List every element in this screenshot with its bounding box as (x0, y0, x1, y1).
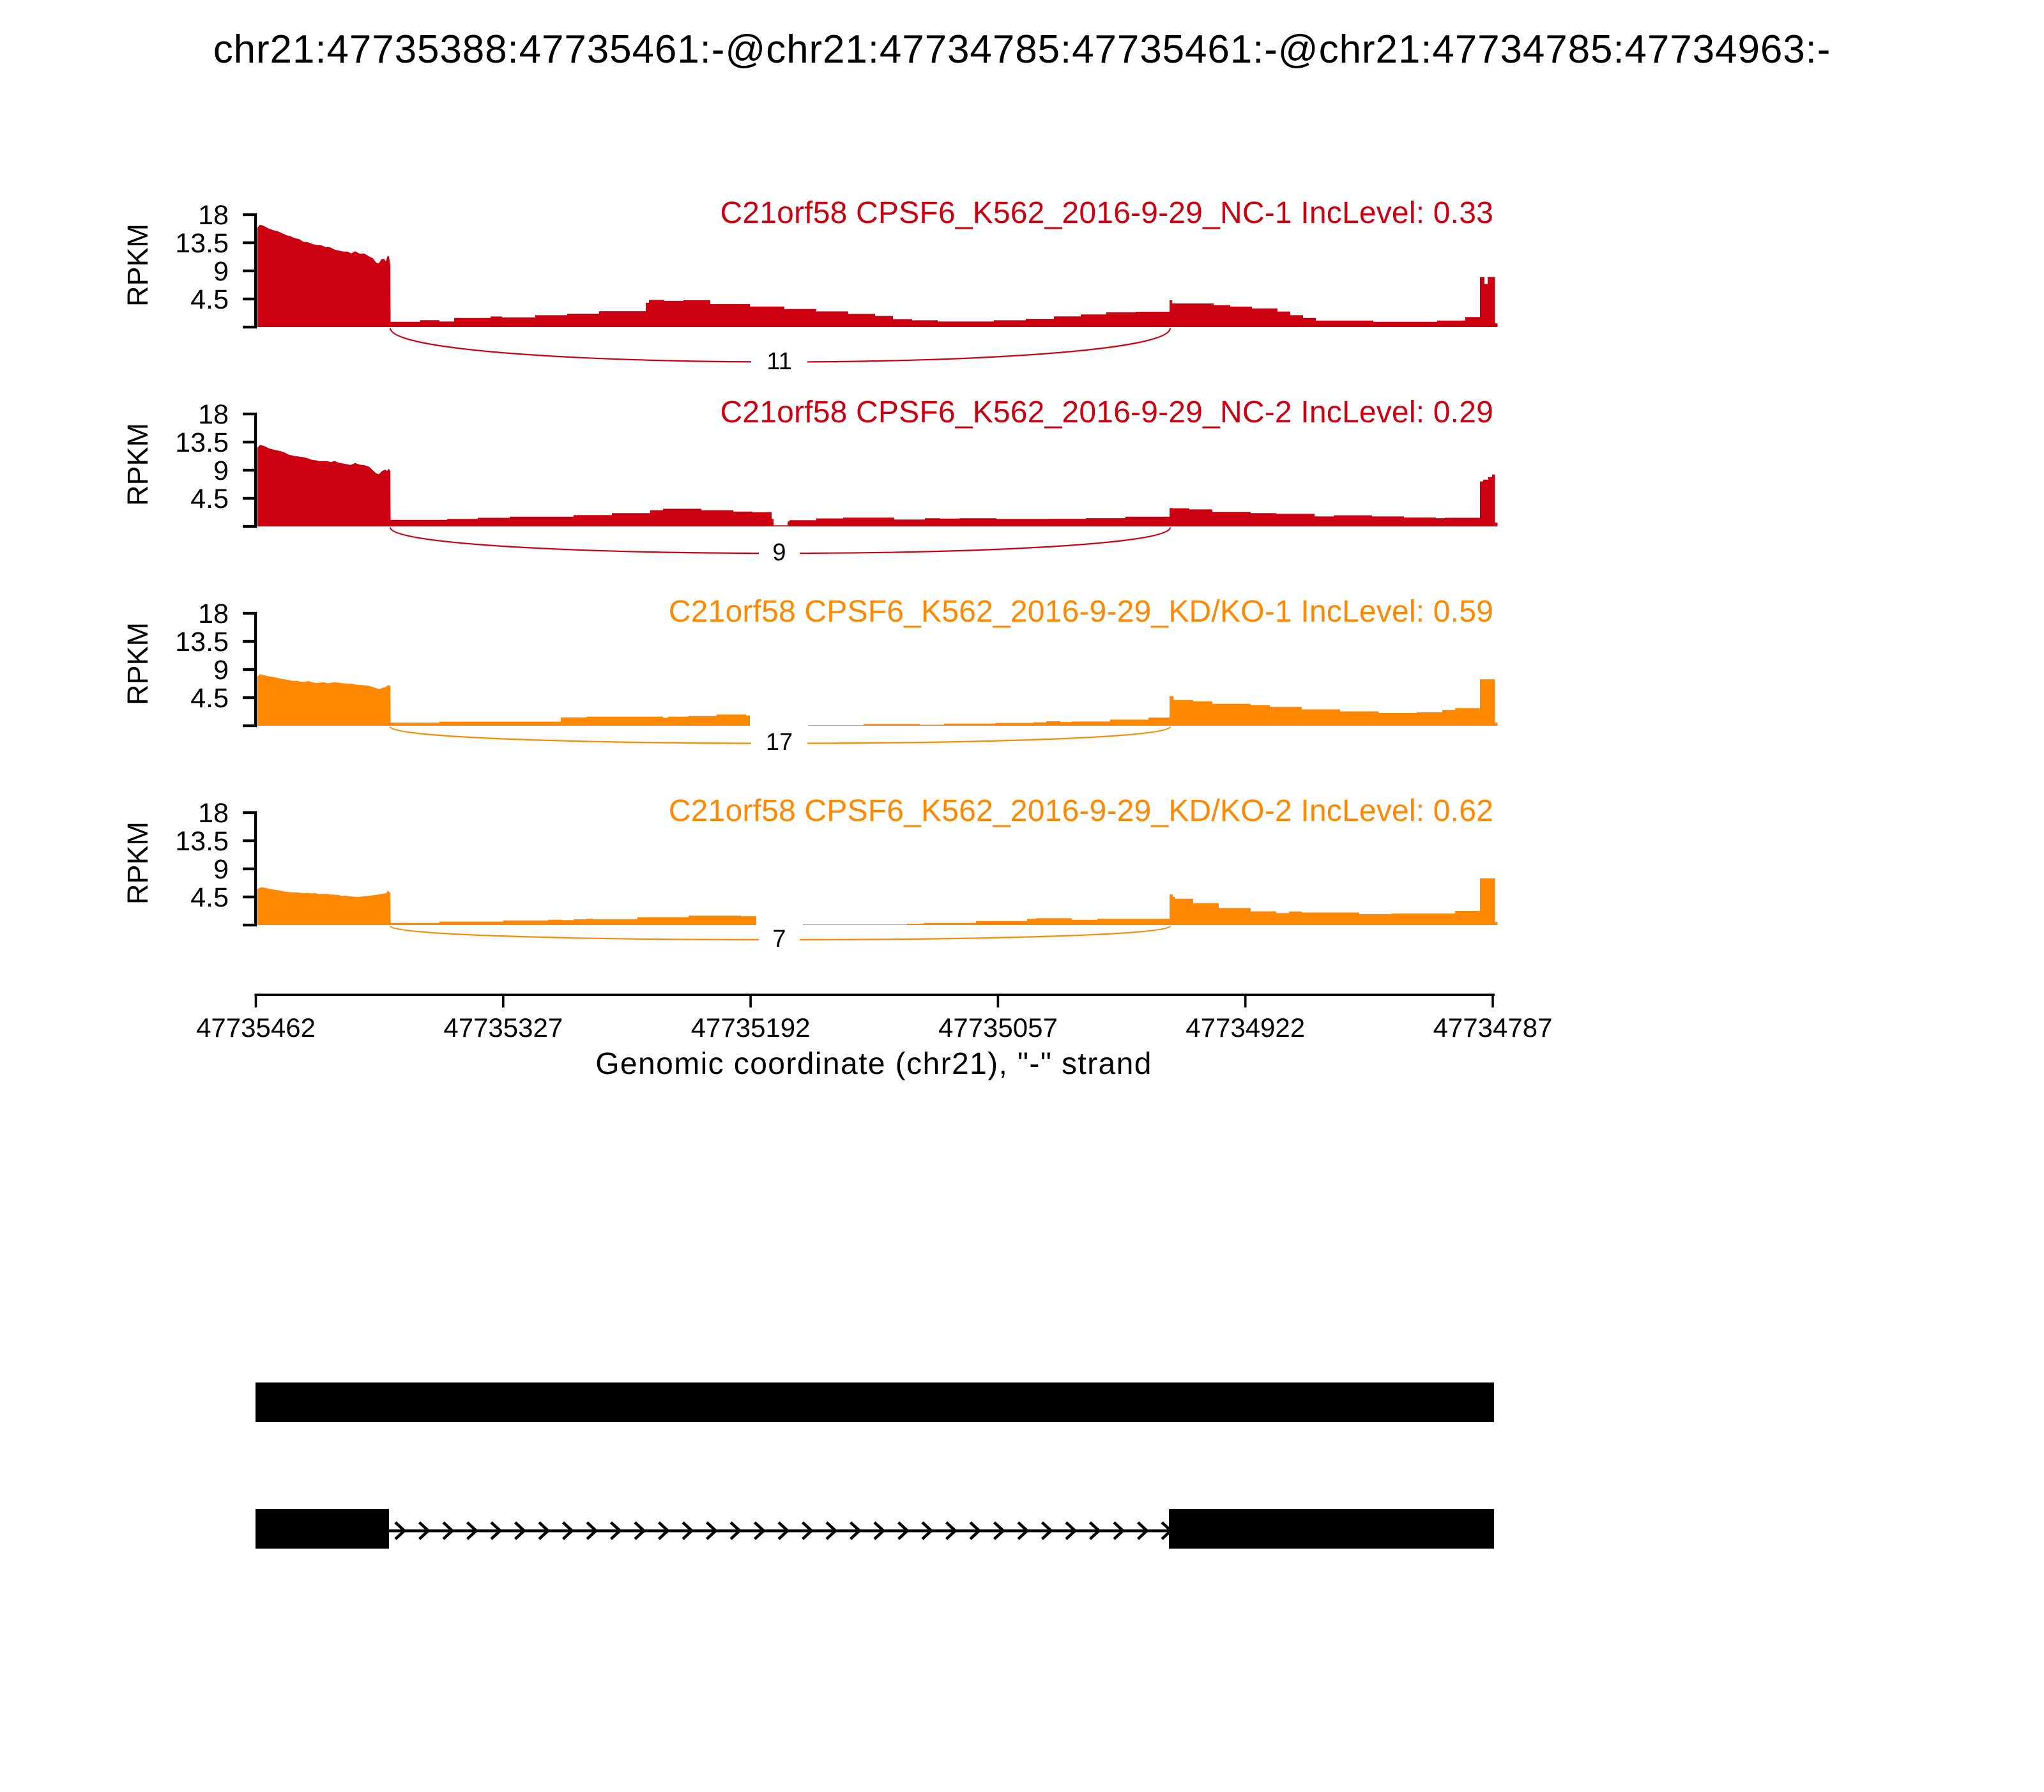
svg-text:11: 11 (766, 348, 791, 375)
svg-text:9: 9 (772, 539, 786, 566)
svg-text:18: 18 (198, 399, 229, 430)
svg-text:47735192: 47735192 (691, 1013, 811, 1043)
svg-text:13.5: 13.5 (175, 627, 229, 657)
svg-text:4.5: 4.5 (190, 683, 229, 714)
svg-text:9: 9 (213, 256, 229, 287)
svg-text:chr21:47735388:47735461:-@chr2: chr21:47735388:47735461:-@chr21:47734785… (213, 27, 1831, 72)
svg-text:RPKM: RPKM (121, 822, 154, 905)
svg-text:C21orf58 CPSF6_K562_2016-9-29_: C21orf58 CPSF6_K562_2016-9-29_NC-2 IncLe… (720, 395, 1493, 429)
svg-text:C21orf58 CPSF6_K562_2016-9-29_: C21orf58 CPSF6_K562_2016-9-29_KD/KO-2 In… (669, 794, 1493, 828)
svg-text:47735462: 47735462 (196, 1013, 316, 1043)
svg-text:9: 9 (213, 854, 229, 885)
svg-text:18: 18 (198, 599, 229, 629)
svg-text:13.5: 13.5 (175, 427, 229, 458)
svg-text:RPKM: RPKM (121, 224, 154, 307)
svg-text:18: 18 (198, 200, 229, 231)
svg-text:4.5: 4.5 (190, 484, 229, 514)
svg-text:9: 9 (213, 655, 229, 685)
svg-text:13.5: 13.5 (175, 826, 229, 857)
svg-text:18: 18 (198, 798, 229, 829)
svg-text:C21orf58 CPSF6_K562_2016-9-29_: C21orf58 CPSF6_K562_2016-9-29_NC-1 IncLe… (720, 196, 1493, 230)
svg-text:4.5: 4.5 (190, 882, 229, 913)
svg-text:Genomic coordinate (chr21), "-: Genomic coordinate (chr21), "-" strand (595, 1047, 1152, 1081)
svg-text:47734787: 47734787 (1433, 1013, 1553, 1043)
svg-text:C21orf58 CPSF6_K562_2016-9-29_: C21orf58 CPSF6_K562_2016-9-29_KD/KO-1 In… (669, 595, 1493, 629)
svg-text:17: 17 (766, 729, 793, 756)
svg-text:RPKM: RPKM (121, 423, 154, 506)
svg-text:13.5: 13.5 (175, 228, 229, 259)
svg-text:9: 9 (213, 456, 229, 486)
svg-text:7: 7 (772, 926, 786, 953)
svg-text:47735057: 47735057 (938, 1013, 1058, 1043)
svg-text:47734922: 47734922 (1186, 1013, 1305, 1043)
svg-text:RPKM: RPKM (121, 622, 154, 705)
svg-text:4.5: 4.5 (190, 284, 229, 315)
svg-text:47735327: 47735327 (443, 1013, 563, 1043)
